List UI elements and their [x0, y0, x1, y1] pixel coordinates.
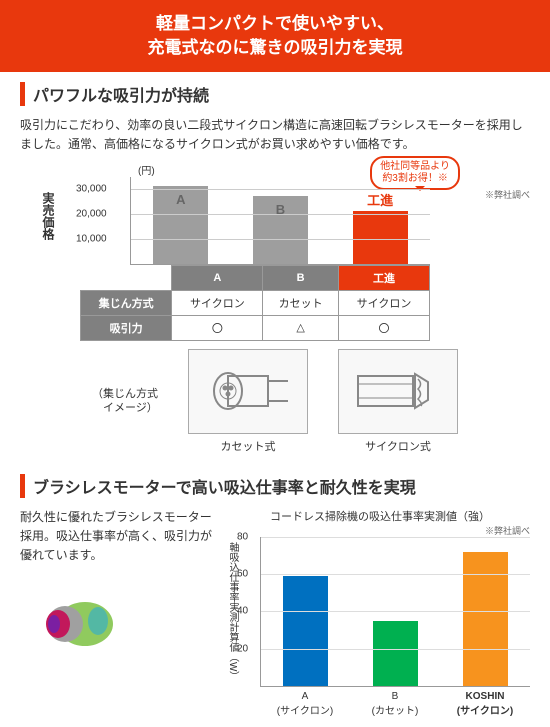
- caption-2: サイクロン式: [338, 438, 458, 454]
- price-chart: 他社同等品より約3割お得！※ ※弊社調べ 実売価格 (円) AB工進 10,00…: [80, 162, 530, 341]
- chart2-note: ※弊社調べ: [230, 524, 530, 537]
- image-row-label: （集じん方式 イメージ）: [92, 387, 158, 416]
- section2-title: ブラシレスモーターで高い吸込仕事率と耐久性を実現: [20, 474, 530, 498]
- image-row: （集じん方式 イメージ） カセット式 サイクロン式: [20, 349, 530, 454]
- motor-image: [20, 586, 130, 656]
- caption-1: カセット式: [188, 438, 308, 454]
- image-item-1: カセット式: [188, 349, 308, 454]
- header-line1: 軽量コンパクトで使いやすい、: [156, 14, 394, 33]
- header-line2: 充電式なのに驚きの吸引力を実現: [148, 38, 403, 57]
- section2-left: 耐久性に優れたブラシレスモーター採用。吸込仕事率が高く、吸引力が優れています。: [20, 508, 220, 717]
- cyclone-diagram: [338, 349, 458, 434]
- chart2-xlabels: A(サイクロン)B(カセット)KOSHIN(サイクロン): [260, 691, 530, 717]
- chart2-area: 20406080: [260, 537, 530, 687]
- chart-note: ※弊社調べ: [485, 188, 530, 201]
- header-banner: 軽量コンパクトで使いやすい、 充電式なのに驚きの吸引力を実現: [0, 0, 550, 72]
- chart2-title: コードレス掃除機の吸込仕事率実測値（強）: [230, 508, 530, 524]
- wattage-chart: コードレス掃除機の吸込仕事率実測値（強） ※弊社調べ 軸吸込仕事率実測計算値（W…: [230, 508, 530, 717]
- section-1: パワフルな吸引力が持続 吸引力にこだわり、効率の良い二段式サイクロン構造に高速回…: [0, 72, 550, 464]
- section-2: ブラシレスモーターで高い吸込仕事率と耐久性を実現 耐久性に優れたブラシレスモータ…: [0, 464, 550, 727]
- chart-grid: AB工進 10,00020,00030,000: [130, 177, 430, 265]
- section1-title: パワフルな吸引力が持続: [20, 82, 530, 106]
- section2-body: 耐久性に優れたブラシレスモーター採用。吸込仕事率が高く、吸引力が優れています。: [20, 508, 220, 566]
- section1-body: 吸引力にこだわり、効率の良い二段式サイクロン構造に高速回転ブラシレスモーターを採…: [20, 116, 530, 154]
- comparison-table: AB工進集じん方式サイクロンカセットサイクロン吸引力〇△〇: [80, 265, 430, 341]
- currency-label: (円): [138, 162, 530, 177]
- cassette-diagram: [188, 349, 308, 434]
- image-item-2: サイクロン式: [338, 349, 458, 454]
- yaxis-label: 実売価格: [40, 192, 57, 240]
